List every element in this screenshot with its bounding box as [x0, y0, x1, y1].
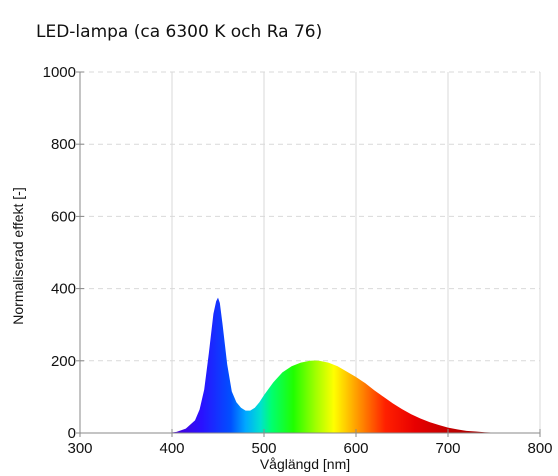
- y-tick-label: 0: [68, 425, 76, 442]
- chart-title: LED-lampa (ca 6300 K och Ra 76): [36, 22, 322, 42]
- x-tick-label: 400: [159, 440, 184, 457]
- x-tick-label: 700: [435, 440, 460, 457]
- x-tick-label: 600: [343, 440, 368, 457]
- y-tick-label: 1000: [43, 64, 76, 81]
- y-tick-label: 600: [51, 208, 76, 225]
- x-tick-label: 800: [527, 440, 552, 457]
- x-tick-label: 500: [251, 440, 276, 457]
- y-tick-label: 400: [51, 281, 76, 298]
- axes: [76, 71, 541, 437]
- x-axis-label: Våglängd [nm]: [260, 456, 350, 472]
- y-axis-label: Normaliserad effekt [-]: [10, 187, 26, 324]
- y-tick-labels: 0 200 400 600 800 1000: [43, 64, 76, 442]
- spectrum-area: [167, 297, 522, 433]
- spectrum-area-layer: [167, 297, 522, 433]
- x-tick-label: 300: [67, 440, 92, 457]
- y-tick-label: 800: [51, 136, 76, 153]
- x-tick-labels: 300 400 500 600 700 800: [67, 440, 552, 457]
- y-tick-label: 200: [51, 353, 76, 370]
